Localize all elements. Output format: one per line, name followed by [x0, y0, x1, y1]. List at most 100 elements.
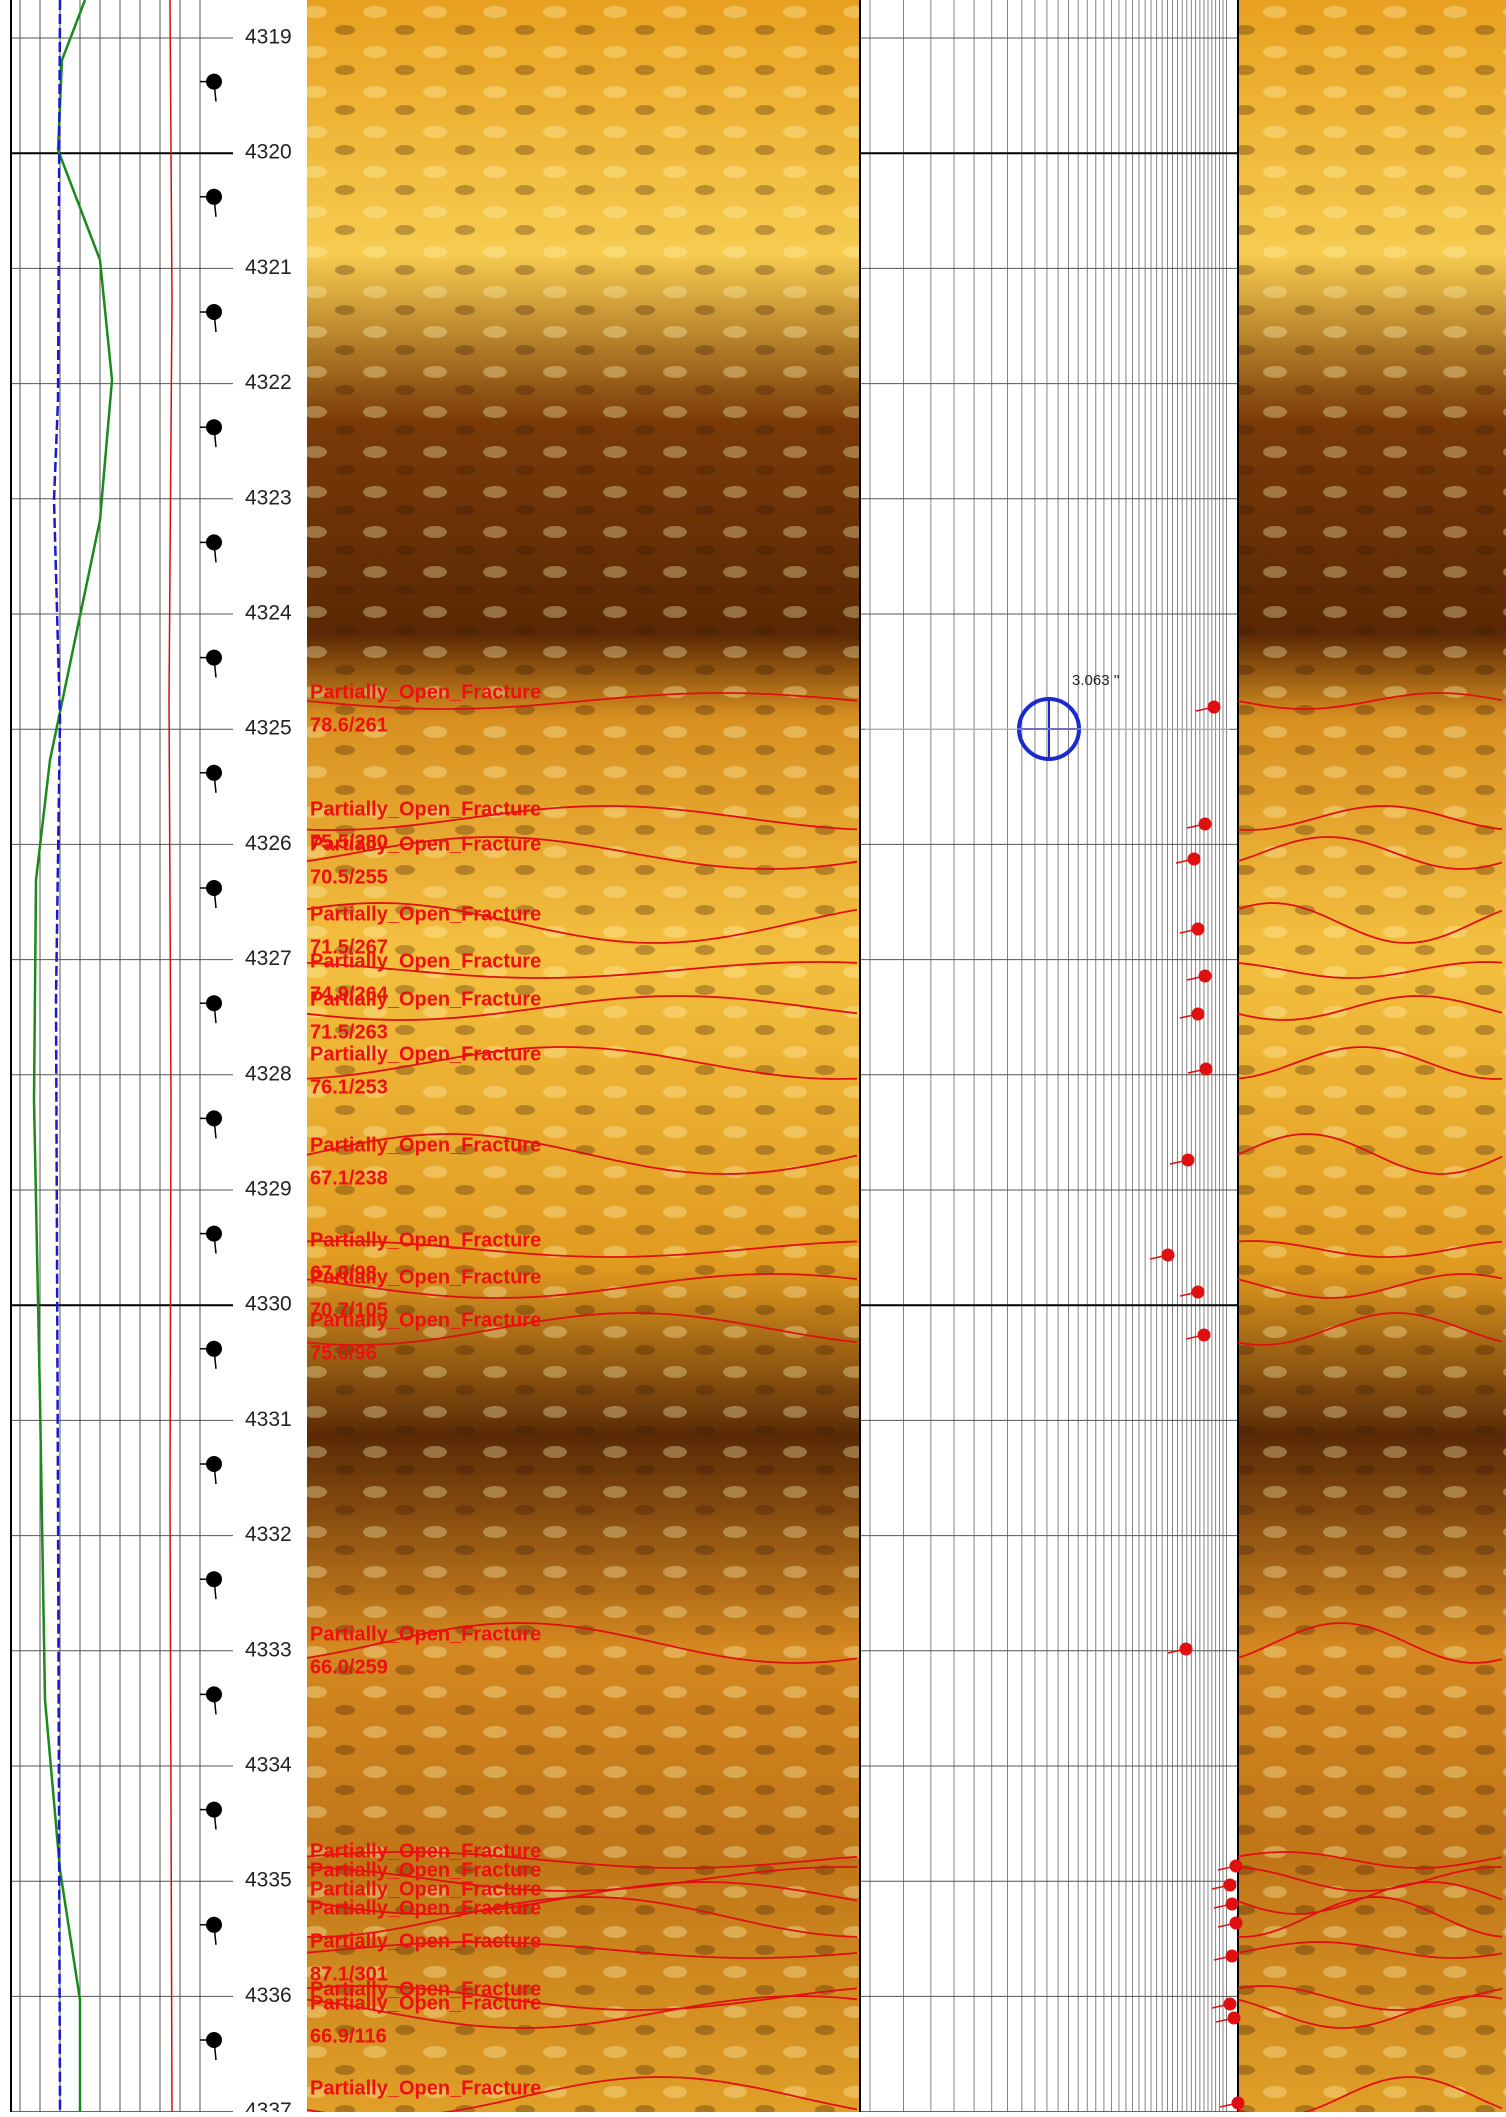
depth-label: 4333 — [245, 1638, 292, 1661]
fracture-sinusoid — [1237, 1995, 1503, 2029]
fracture-sinusoid — [306, 1312, 858, 1346]
fracture-sinusoid — [1237, 1941, 1503, 1959]
fracture-sinusoid — [306, 1133, 858, 1175]
depth-label: 4337 — [245, 2099, 292, 2112]
fracture-sinusoid — [306, 1851, 858, 1869]
fracture-tail — [1213, 1955, 1233, 1961]
fracture-tail — [1179, 1291, 1199, 1297]
fracture-name: Partially_Open_Fracture — [310, 1623, 541, 1645]
depth-label: 4324 — [245, 602, 292, 625]
fracture-sinusoid — [306, 1622, 858, 1664]
fracture-tail — [1195, 706, 1215, 712]
fracture-sinusoid — [1237, 995, 1503, 1021]
fracture-name: Partially_Open_Fracture — [310, 1229, 541, 1251]
dip-tail — [213, 196, 217, 217]
fracture-sinusoid — [1237, 1273, 1503, 1299]
dip-tail — [213, 542, 217, 563]
fracture-sinusoid — [1237, 902, 1503, 944]
dip-tail — [213, 1118, 217, 1139]
fracture-sinusoid — [1237, 836, 1503, 870]
fracture-sinusoid — [306, 1273, 858, 1299]
fracture-name: Partially_Open_Fracture — [310, 681, 541, 703]
dip-tail — [213, 81, 217, 102]
dip-tail — [213, 2039, 217, 2061]
fracture-sinusoid — [1237, 1622, 1503, 1664]
fracture-tail — [1169, 1159, 1189, 1165]
fracture-name: Partially_Open_Fracture — [310, 903, 541, 925]
fracture-tail — [1179, 1013, 1199, 1019]
fracture-name: Partially_Open_Fracture — [310, 2077, 541, 2099]
dip-tail — [213, 311, 217, 333]
fracture-orientation: 78.6/261 — [310, 714, 388, 736]
image-texture — [307, 0, 860, 2112]
fracture-sinusoid — [1237, 1851, 1503, 1869]
fracture-tail — [1187, 1068, 1207, 1074]
fracture-sinusoid — [306, 1995, 858, 2029]
depth-label: 4327 — [245, 947, 292, 970]
dip-tail — [213, 1003, 217, 1024]
fracture-name: Partially_Open_Fracture — [310, 1992, 541, 2014]
fracture-sinusoid — [1237, 1985, 1503, 2011]
caliper-label: 3.063 '' — [1072, 672, 1120, 689]
dip-tail — [213, 1579, 217, 1600]
dip-tail — [213, 1233, 217, 1254]
fracture-tail — [1186, 823, 1206, 829]
curve-red — [168, 0, 173, 2113]
fracture-sinusoid — [306, 995, 858, 1021]
fracture-sinusoid — [306, 1866, 858, 1892]
fracture-tail — [1175, 858, 1195, 864]
fracture-name: Partially_Open_Fracture — [310, 988, 541, 1010]
fracture-orientation: 75.0/96 — [310, 1342, 377, 1364]
dip-tail — [213, 1348, 217, 1369]
fracture-sinusoid — [1237, 1866, 1502, 1892]
fracture-name: Partially_Open_Fracture — [310, 798, 541, 820]
fracture-tail — [1213, 1903, 1233, 1909]
fracture-orientation: 74.9/264 — [310, 983, 389, 1005]
grid — [11, 0, 1238, 2113]
fracture-name: Partially_Open_Fracture — [310, 1878, 541, 1900]
fracture-sinusoid — [1237, 1881, 1503, 1915]
fracture-sinusoid — [306, 1046, 858, 1080]
fracture-name: Partially_Open_Fracture — [310, 1043, 541, 1065]
dip-tail — [213, 1694, 217, 1715]
fracture-sinusoid — [306, 961, 858, 979]
fracture-tail — [1215, 2017, 1235, 2023]
fracture-tail — [1217, 1922, 1237, 1928]
fracture-sinusoid — [1237, 805, 1503, 831]
dip-tail — [213, 772, 217, 793]
fracture-orientation: 71.5/263 — [310, 1021, 388, 1043]
dip-tail — [213, 1463, 217, 1485]
fracture-orientation: 71.5/267 — [310, 936, 388, 958]
fracture-sinusoid — [1238, 1896, 1503, 1938]
fracture-name: Partially_Open_Fracture — [310, 1978, 541, 2000]
fracture-tail — [1219, 2102, 1239, 2108]
dip-tail — [213, 1924, 217, 1945]
fracture-orientation: 75.5/280 — [310, 831, 388, 853]
fracture-sinusoid — [306, 692, 858, 710]
dip-tail — [213, 427, 217, 448]
curve-blue — [52, 0, 62, 2113]
fracture-orientation: 87.1/301 — [310, 1963, 388, 1985]
depth-label: 4334 — [245, 1754, 292, 1777]
fracture-orientation: 76.1/253 — [310, 1076, 388, 1098]
fracture-sinusoid — [306, 1896, 858, 1938]
fracture-sinusoid — [306, 1881, 858, 1915]
fracture-name: Partially_Open_Fracture — [310, 1897, 541, 1919]
depth-label: 4331 — [245, 1408, 292, 1431]
fracture-sinusoid — [306, 1985, 858, 2011]
dip-tail — [213, 887, 217, 909]
fracture-sinusoid — [1237, 961, 1503, 979]
fracture-name: Partially_Open_Fracture — [310, 1930, 541, 1952]
depth-label: 4335 — [245, 1869, 292, 1892]
fracture-name: Partially_Open_Fracture — [310, 1309, 541, 1331]
depth-label: 4325 — [245, 717, 292, 740]
depth-label: 4328 — [245, 1062, 292, 1085]
fracture-sinusoid — [306, 836, 858, 870]
fracture-tail — [1149, 1254, 1169, 1260]
fracture-sinusoid — [306, 805, 858, 831]
dip-tail — [213, 657, 217, 678]
depth-label: 4332 — [245, 1523, 292, 1546]
fracture-sinusoid — [1237, 692, 1503, 710]
